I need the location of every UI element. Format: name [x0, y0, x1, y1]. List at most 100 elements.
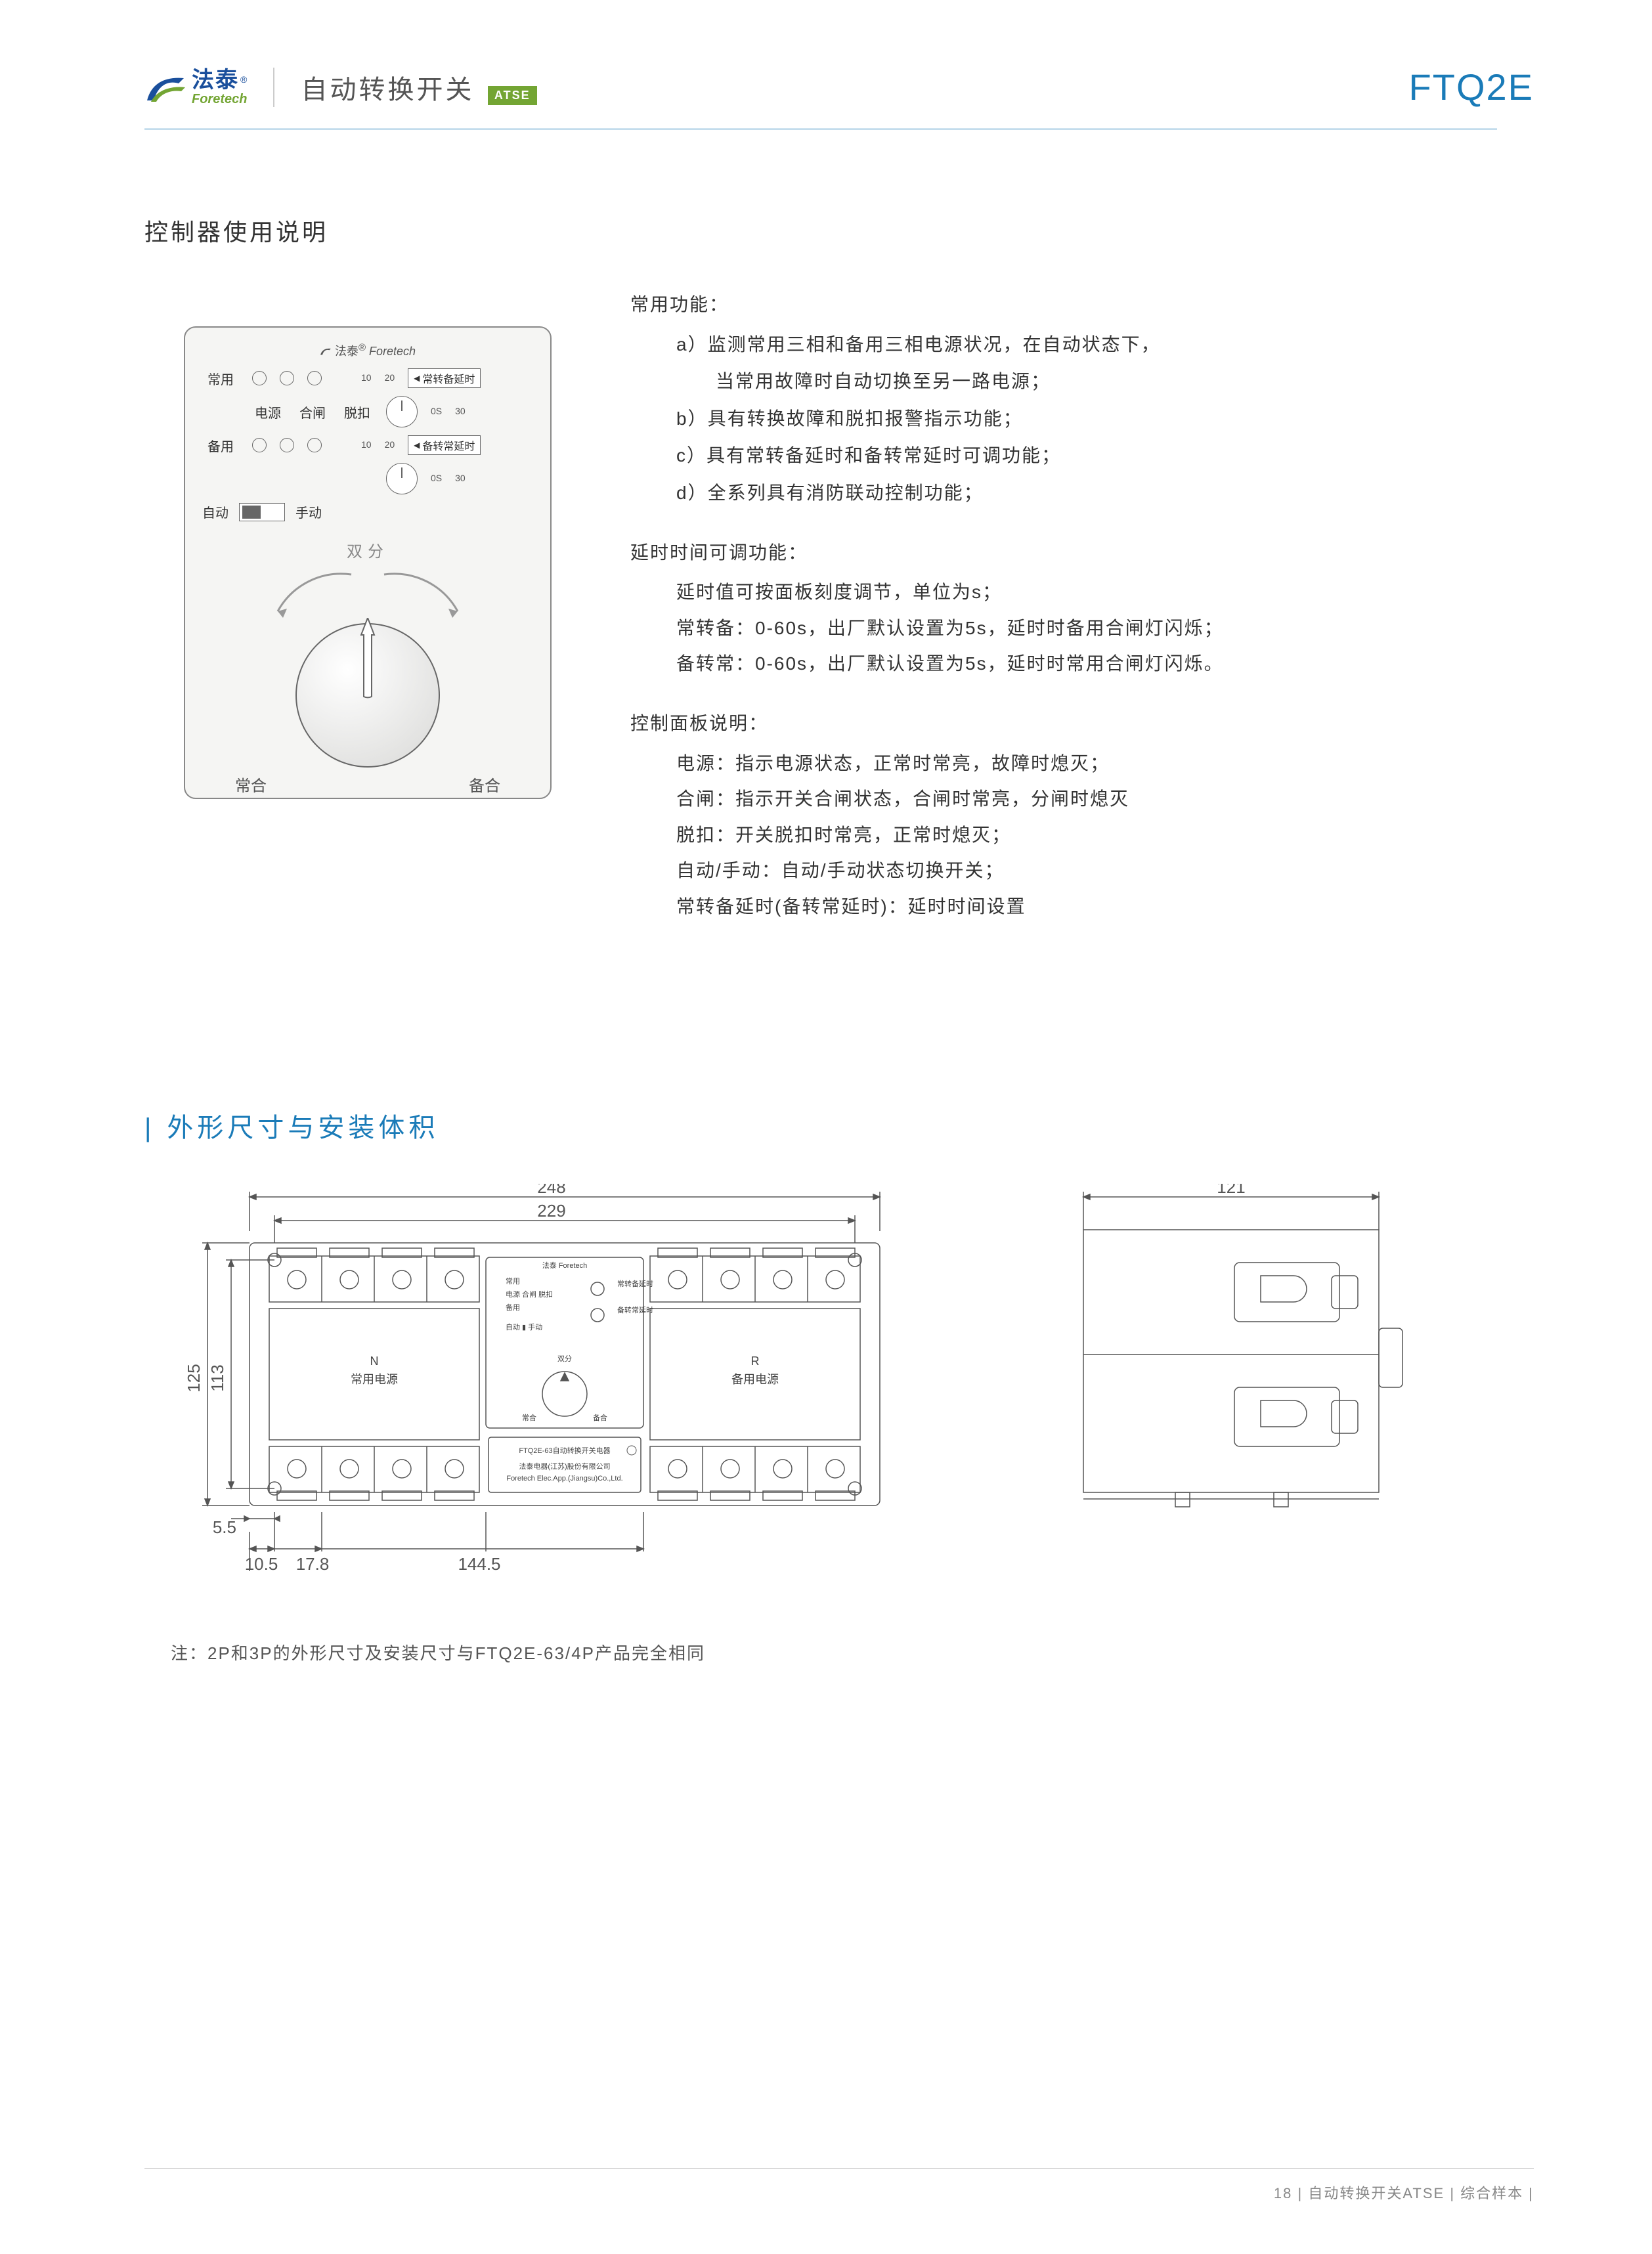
dial-icon [386, 463, 418, 494]
paneldesc-list: 电源：指示电源状态，正常时常亮，故障时熄灭； 合闸：指示开关合闸状态，合闸时常亮… [630, 746, 1534, 925]
atse-badge: ATSE [488, 86, 537, 105]
panel-brand: 法泰® Foretech [202, 342, 533, 359]
switch-manual-label: 手动 [295, 502, 322, 521]
panel-col-close: 合闸 [297, 402, 328, 422]
paneldesc-item: 自动/手动：自动/手动状态切换开关； [676, 853, 1534, 889]
dim-248: 248 [537, 1184, 565, 1197]
knob-right-label: 备合 [469, 773, 500, 796]
dim-121: 121 [1217, 1184, 1245, 1197]
page-footer: 18 | 自动转换开关ATSE | 综合样本 | [1274, 2182, 1534, 2203]
dim-113: 113 [207, 1364, 227, 1391]
front-label-n: N [370, 1355, 379, 1368]
arrow-left-icon [266, 567, 358, 619]
mini-top: 双分 [557, 1355, 572, 1363]
func-item: a）监测常用三相和备用三相电源状况，在自动状态下， [676, 327, 1534, 363]
delay-tag-2: 备转常延时 [408, 435, 481, 455]
panel-indicator-grid: 常用 10 20 常转备延时 电源 合闸 脱扣 0S 30 [202, 368, 533, 521]
logo-mark-icon [144, 74, 186, 106]
panel-brand-sub: Foretech [369, 345, 416, 358]
section1-title: 控制器使用说明 [144, 213, 1534, 248]
mini-r: 备合 [593, 1413, 607, 1422]
footer-page: 18 [1274, 2185, 1292, 2201]
led-icon [252, 371, 267, 385]
dim-125: 125 [184, 1364, 204, 1392]
switch-auto-label: 自动 [202, 502, 228, 521]
led-icon [252, 438, 267, 452]
product-code: FTQ2E [1409, 66, 1534, 108]
paneldesc-item: 常转备延时(备转常延时)：延时时间设置 [676, 889, 1534, 925]
tick-30: 30 [455, 406, 466, 416]
mini-d2: 备转常延时 [617, 1305, 653, 1314]
dim-229: 229 [537, 1201, 565, 1221]
knob-top-label: 双分 [202, 538, 533, 561]
led-icon [307, 371, 322, 385]
brand-cn: 法泰 [192, 68, 239, 93]
dim-144-5: 144.5 [458, 1554, 500, 1574]
logo-text: 法泰® Foretech [192, 69, 247, 106]
functions-head: 常用功能： [630, 287, 1534, 323]
delay-tag-1: 常转备延时 [408, 368, 481, 388]
led-icon [307, 438, 322, 452]
paneldesc-item: 脱扣：开关脱扣时常亮，正常时熄灭； [676, 817, 1534, 854]
footer-suffix: 综合样本 [1460, 2185, 1523, 2201]
paneldesc-item: 电源：指示电源状态，正常时常亮，故障时熄灭； [676, 746, 1534, 782]
front-label-r: R [751, 1355, 760, 1368]
mini-l: 常合 [522, 1413, 536, 1422]
front-mfr2: Foretech Elec.App.(Jiangsu)Co.,Ltd. [506, 1475, 622, 1483]
brand-sub: Foretech [192, 93, 247, 106]
panel-col-trip: 脱扣 [341, 402, 373, 422]
mini-row2: 电源 合闸 脱扣 [506, 1290, 553, 1299]
front-drawing: 248 229 125 113 5.5 10.5 17.8 144.5 N 常用… [171, 1184, 932, 1594]
panel-row1-label: 常用 [202, 369, 239, 388]
front-label-left: 常用电源 [351, 1373, 398, 1386]
arrow-right-icon [378, 567, 469, 619]
section1-content: 法泰® Foretech 常用 10 20 常转备延时 电源 合闸 脱扣 [144, 287, 1534, 949]
led-icon [280, 438, 294, 452]
header-left: 法泰® Foretech 自动转换开关 ATSE [144, 68, 537, 107]
panel-col-power: 电源 [252, 402, 284, 422]
dial-icon [386, 396, 418, 427]
delay-head: 延时时间可调功能： [630, 535, 1534, 571]
knob-left-label: 常合 [235, 773, 267, 796]
mini-sw: 自动 ▮ 手动 [506, 1322, 542, 1332]
mini-row3: 备用 [506, 1303, 520, 1312]
dim-5-5: 5.5 [213, 1517, 236, 1537]
tick-20b: 20 [385, 440, 395, 450]
front-label-right: 备用电源 [731, 1373, 779, 1386]
section2-title: | 外形尺寸与安装体积 [144, 1106, 1534, 1144]
svg-text:法泰 Foretech: 法泰 Foretech [542, 1261, 587, 1270]
footer-text: 自动转换开关ATSE [1308, 2185, 1445, 2201]
tick-30-b: 30 [455, 473, 466, 483]
panel-row3-label: 备用 [202, 436, 239, 455]
func-item: b）具有转换故障和脱扣报警指示功能； [676, 401, 1534, 437]
section1-text: 常用功能： a）监测常用三相和备用三相电源状况，在自动状态下， 当常用故障时自动… [630, 287, 1534, 949]
delay-item: 延时值可按面板刻度调节，单位为s； [676, 574, 1534, 611]
header-title-block: 自动转换开关 ATSE [301, 68, 536, 106]
mini-row1: 常用 [506, 1277, 520, 1286]
delay-item: 备转常：0-60s，出厂默认设置为5s，延时时常用合闸灯闪烁。 [676, 646, 1534, 682]
delay-item: 常转备：0-60s，出厂默认设置为5s，延时时备用合闸灯闪烁； [676, 611, 1534, 647]
func-item: 当常用故障时自动切换至另一路电源； [676, 364, 1534, 400]
header-title: 自动转换开关 [301, 76, 474, 104]
tick-20: 20 [385, 373, 395, 383]
functions-list: a）监测常用三相和备用三相电源状况，在自动状态下， 当常用故障时自动切换至另一路… [630, 327, 1534, 511]
func-item: d）全系列具有消防联动控制功能； [676, 475, 1534, 511]
section2-bar-icon: | [144, 1114, 155, 1142]
mini-d1: 常转备延时 [617, 1279, 653, 1288]
dim-10-5: 10.5 [245, 1554, 278, 1574]
slide-switch-icon [239, 503, 285, 521]
paneldesc-item: 合闸：指示开关合闸状态，合闸时常亮，分闸时熄灭 [676, 781, 1534, 817]
tick-10: 10 [361, 373, 372, 383]
tick-10b: 10 [361, 440, 372, 450]
brand-logo: 法泰® Foretech [144, 69, 247, 106]
section2-title-text: 外形尺寸与安装体积 [167, 1114, 439, 1142]
front-model: FTQ2E-63自动转换开关电器 [519, 1446, 610, 1455]
func-item: c）具有常转备延时和备转常延时可调功能； [676, 438, 1534, 474]
paneldesc-head: 控制面板说明： [630, 706, 1534, 742]
drawings-row: 248 229 125 113 5.5 10.5 17.8 144.5 N 常用… [144, 1184, 1534, 1594]
tick-0s-b: 0S [431, 473, 442, 483]
rotary-knob-icon [295, 623, 440, 768]
header-divider [273, 68, 274, 107]
dim-17-8: 17.8 [296, 1554, 330, 1574]
footer-line [144, 2168, 1534, 2169]
